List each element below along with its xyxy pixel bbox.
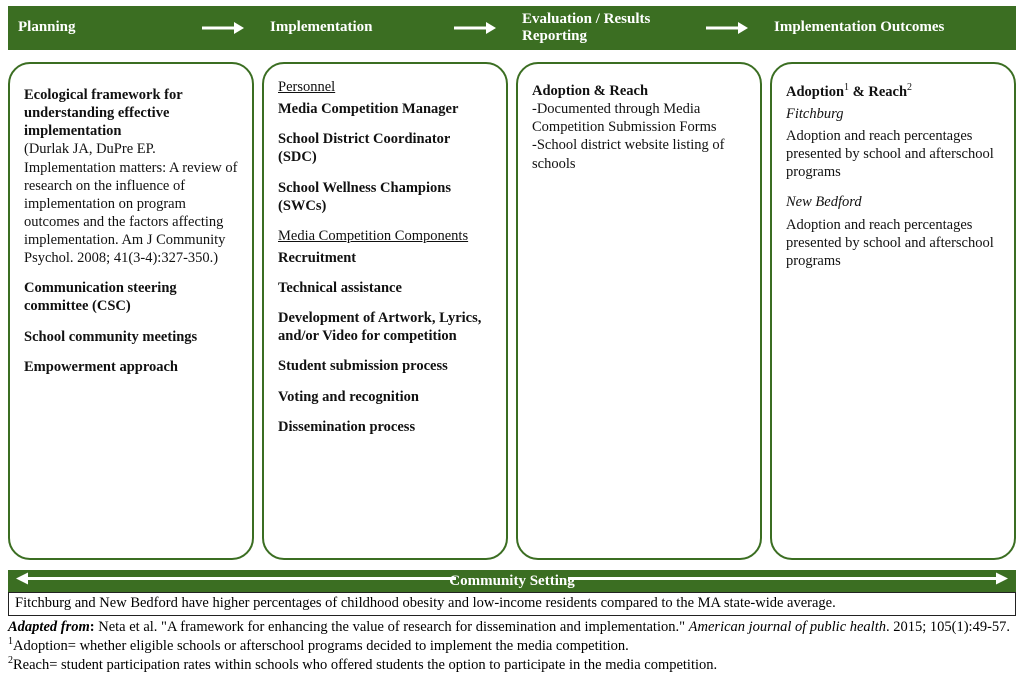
community-context-text: Fitchburg and New Bedford have higher pe… [15,595,836,611]
double-arrow-left-icon [16,572,456,591]
planning-framework-title: Ecological framework for understanding e… [24,87,182,139]
out-city2: New Bedford [786,194,862,210]
impl-comp-1: Recruitment [278,249,492,267]
citation-block: Adapted from: Neta et al. "A framework f… [8,618,1016,674]
panel-planning: Ecological framework for understanding e… [8,62,254,560]
out-heading-pre: Adoption [786,84,844,100]
header-implementation-label: Implementation [270,19,373,36]
impl-comp-3: Development of Artwork, Lyrics, and/or V… [278,309,492,345]
citation-text1: Neta et al. "A framework for enhancing t… [98,619,688,635]
header-evaluation: Evaluation / Results Reporting [512,7,764,50]
arrow-icon [704,20,748,36]
header-outcomes: Implementation Outcomes [764,15,1016,40]
eval-line-1: -Documented through Media Competition Su… [532,101,717,135]
panel-implementation: Personnel Media Competition Manager Scho… [262,62,508,560]
impl-components-heading: Media Competition Components [278,227,492,245]
impl-comp-6: Dissemination process [278,418,492,436]
header-implementation: Implementation [260,15,512,40]
panel-outcomes: Adoption1 & Reach2 Fitchburg Adoption an… [770,62,1016,560]
citation-journal: American journal of public health [689,619,886,635]
community-setting-bar: Community Setting [8,570,1016,592]
planning-framework-ref: (Durlak JA, DuPre EP. Implementation mat… [24,141,237,266]
community-setting-label: Community Setting [449,573,574,590]
impl-comp-4: Student submission process [278,357,492,375]
planning-csc: Communication steering committee (CSC) [24,279,238,315]
impl-comp-2: Technical assistance [278,279,492,297]
double-arrow-right-icon [568,572,1008,591]
impl-personnel-heading: Personnel [278,78,492,96]
arrow-icon [200,20,244,36]
header-planning: Planning [8,15,260,40]
eval-line-2: -School district website listing of scho… [532,137,725,171]
planning-empower: Empowerment approach [24,358,238,376]
impl-personnel-2: School District Coordinator (SDC) [278,130,492,166]
out-sup-2: 2 [907,82,912,93]
citation-def1: Adoption= whether eligible schools or af… [13,638,629,654]
community-context-box: Fitchburg and New Bedford have higher pe… [8,592,1016,616]
panel-evaluation: Adoption & Reach -Documented through Med… [516,62,762,560]
impl-comp-5: Voting and recognition [278,388,492,406]
citation-text2: . 2015; 105(1):49-57. [886,619,1010,635]
out-city2-text: Adoption and reach percentages presented… [786,216,1000,270]
header-evaluation-label: Evaluation / Results Reporting [522,11,704,46]
panels-row: Ecological framework for understanding e… [8,62,1016,560]
citation-prefix: Adapted from [8,619,90,635]
impl-personnel-3: School Wellness Champions (SWCs) [278,179,492,215]
planning-meetings: School community meetings [24,328,238,346]
impl-personnel-1: Media Competition Manager [278,100,492,118]
eval-heading: Adoption & Reach [532,83,648,99]
header-planning-label: Planning [18,19,76,36]
out-heading-mid: & Reach [849,84,907,100]
citation-colon: : [90,619,98,635]
header-outcomes-label: Implementation Outcomes [774,19,944,36]
arrow-icon [452,20,496,36]
out-city1: Fitchburg [786,106,843,122]
out-city1-text: Adoption and reach percentages presented… [786,127,1000,181]
citation-def2: Reach= student participation rates withi… [13,657,717,673]
phase-header-row: Planning Implementation Evaluation / Res… [8,6,1016,50]
